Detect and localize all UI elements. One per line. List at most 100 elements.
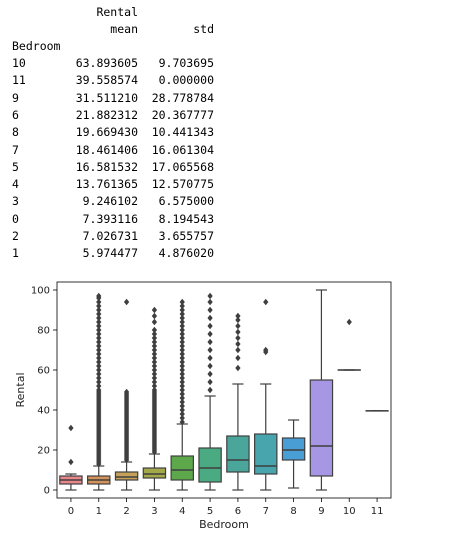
outlier-point — [179, 394, 185, 402]
y-axis: 0 20 40 60 80 100 — [31, 286, 57, 497]
outlier-point — [96, 378, 102, 386]
table-row-std: 4.876020 — [158, 246, 214, 261]
outlier-point — [207, 378, 213, 386]
box — [114, 471, 139, 481]
outlier-point — [235, 316, 241, 324]
outlier-point — [179, 342, 185, 350]
x-tick-label: 8 — [290, 506, 296, 517]
outlier-point — [346, 318, 352, 326]
outlier-point — [179, 410, 185, 418]
outlier-point — [123, 298, 130, 306]
outlier-point — [235, 334, 241, 342]
box-group-6 — [226, 312, 250, 491]
table-row-std: 9.703695 — [158, 56, 214, 70]
outlier-point — [151, 350, 158, 358]
outlier-point — [235, 354, 241, 362]
table-row-bedroom: 0 — [12, 211, 19, 226]
outlier-point — [179, 382, 185, 390]
outlier-point — [151, 386, 158, 394]
x-tick-label: 1 — [96, 506, 102, 517]
summary-table: Rental mean std Bedroom 10 63.893605 9.703… — [12, 5, 214, 261]
outlier-point — [179, 318, 185, 326]
outlier-point — [96, 382, 102, 390]
outlier-point — [68, 458, 74, 466]
outlier-point — [207, 292, 213, 300]
outlier-point — [96, 358, 102, 366]
x-tick-label: 4 — [179, 506, 185, 517]
outlier-point — [207, 338, 213, 346]
box-group-9 — [309, 289, 334, 491]
outlier-point — [151, 306, 158, 314]
outlier-point — [96, 298, 102, 306]
boxplot-chart: 0 20 40 60 80 100 0 1 2 3 4 5 6 7 8 9 10 11 Bedroom Rent… — [14, 281, 392, 531]
box-group-8 — [281, 419, 306, 489]
outlier-point — [179, 338, 185, 346]
x-tick-label: 0 — [68, 506, 74, 517]
outlier-point — [151, 342, 158, 350]
outlier-point — [179, 406, 185, 414]
outlier-point — [179, 366, 185, 374]
outlier-point — [151, 370, 158, 378]
outlier-point — [151, 326, 158, 334]
outlier-point — [179, 386, 185, 394]
table-row-std: 8.194543 — [158, 211, 214, 226]
table-row-mean: 31.511210 — [75, 90, 138, 105]
outlier-point — [151, 382, 158, 390]
box-group-2 — [114, 298, 139, 491]
outlier-point — [151, 374, 158, 382]
box — [254, 433, 278, 475]
outlier-point — [179, 310, 185, 318]
outlier-point — [179, 390, 185, 398]
outlier-point — [235, 364, 241, 372]
table-row-mean: 39.558574 — [75, 73, 138, 88]
outlier-point — [68, 424, 74, 432]
outlier-point — [179, 358, 185, 366]
outlier-point — [179, 378, 185, 386]
outlier-point — [96, 330, 102, 338]
outlier-point — [179, 298, 185, 306]
outlier-point — [151, 334, 158, 342]
box-group-3 — [142, 306, 167, 491]
table-row-bedroom: 10 — [12, 56, 26, 70]
outlier-point — [235, 346, 241, 354]
outlier-point — [96, 354, 102, 362]
table-row-std: 0.000000 — [158, 73, 214, 88]
outlier-point — [207, 314, 213, 322]
table-row-std: 20.367777 — [151, 107, 214, 122]
outlier-point — [123, 388, 130, 396]
table-row-std: 3.655757 — [158, 229, 214, 243]
outlier-point — [151, 312, 158, 320]
table-row-mean: 13.761365 — [75, 177, 138, 192]
outlier-point — [235, 328, 241, 336]
x-tick-label: 3 — [151, 506, 157, 517]
outlier-point — [96, 302, 102, 310]
x-tick-label: 6 — [235, 506, 241, 517]
outlier-point — [235, 322, 241, 330]
outlier-point — [96, 366, 102, 374]
outlier-point — [96, 322, 102, 330]
outlier-point — [96, 310, 102, 318]
outlier-point — [207, 362, 213, 370]
x-tick-label: 2 — [123, 506, 129, 517]
outlier-point — [207, 306, 213, 314]
outlier-point — [179, 302, 185, 310]
box — [226, 435, 250, 473]
outlier-point — [235, 340, 241, 348]
x-tick-label: 10 — [343, 506, 356, 517]
x-tick-label: 5 — [207, 506, 213, 517]
table-row-std: 12.570775 — [151, 177, 214, 192]
box — [281, 437, 306, 461]
table-row-bedroom: 9 — [12, 90, 19, 105]
table-row-bedroom: 3 — [12, 194, 19, 209]
table-row-mean: 19.669430 — [75, 125, 138, 140]
outlier-point — [179, 362, 185, 370]
box — [142, 467, 167, 479]
table-header-mean: mean — [110, 22, 138, 36]
table-row-bedroom: 5 — [12, 159, 19, 174]
box-group-4 — [170, 298, 194, 491]
table-row-bedroom: 2 — [12, 229, 19, 243]
x-tick-label: 9 — [318, 506, 324, 517]
outlier-point — [151, 366, 158, 374]
outlier-point — [179, 414, 185, 422]
box-group-5 — [198, 292, 222, 491]
